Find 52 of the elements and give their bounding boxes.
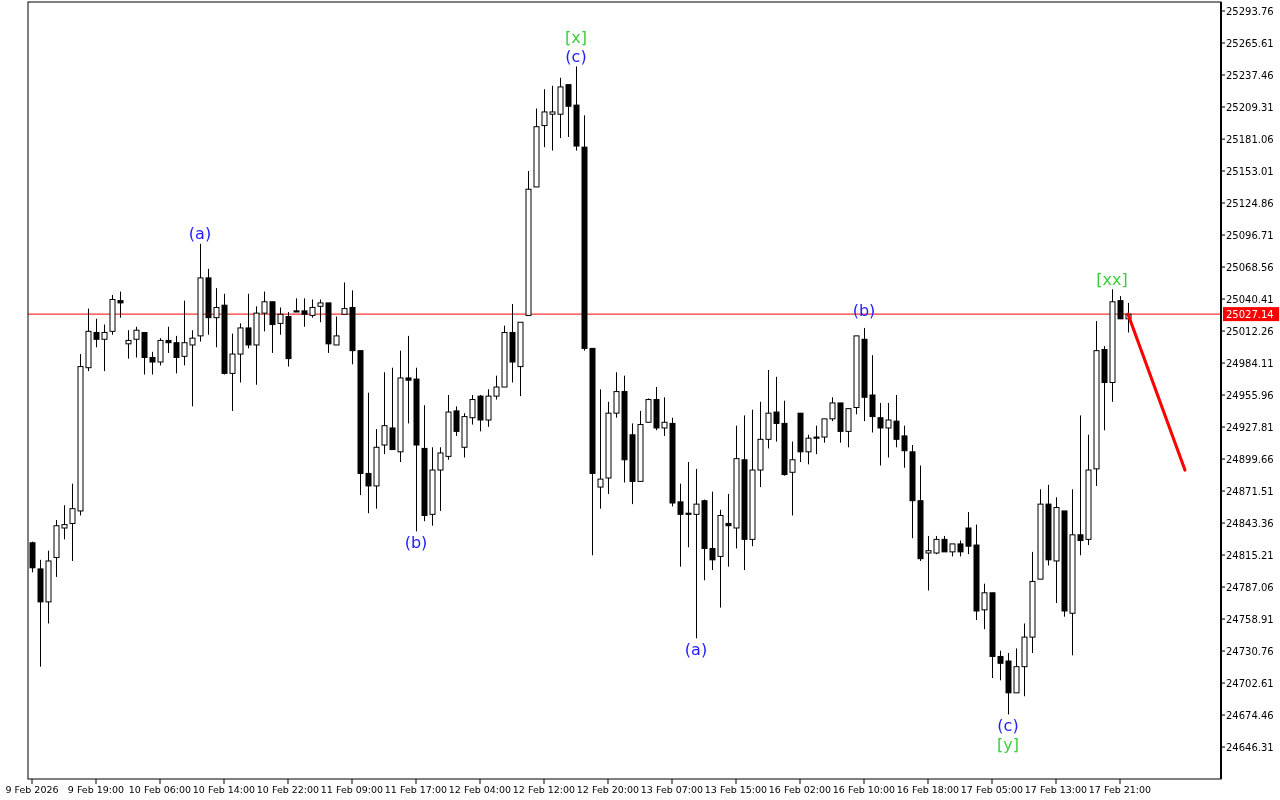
y-tick-label: 24871.51 — [1226, 485, 1274, 497]
annotation: (c) — [565, 47, 587, 67]
x-tick-label: 10 Feb 06:00 — [128, 784, 192, 795]
y-tick-label: 24815.21 — [1226, 549, 1274, 561]
x-tick-label: 12 Feb 20:00 — [576, 784, 640, 795]
y-tick-label: 24646.31 — [1226, 741, 1274, 753]
y-tick-label: 24984.11 — [1226, 357, 1274, 369]
y-tick-label: 24899.66 — [1226, 453, 1274, 465]
x-tick-label: 16 Feb 10:00 — [832, 784, 896, 795]
x-tick-label: 10 Feb 22:00 — [256, 784, 320, 795]
x-tick-label: 12 Feb 12:00 — [512, 784, 576, 795]
y-tick-label: 25124.86 — [1226, 197, 1274, 209]
x-tick-label: 12 Feb 04:00 — [448, 784, 512, 795]
y-tick-label: 24927.81 — [1226, 421, 1274, 433]
x-tick-label: 11 Feb 09:00 — [320, 784, 384, 795]
y-tick-label: 24787.06 — [1226, 581, 1274, 593]
x-tick-label: 11 Feb 17:00 — [384, 784, 448, 795]
y-tick-label: 24955.96 — [1226, 389, 1274, 401]
x-tick-label: 13 Feb 15:00 — [704, 784, 768, 795]
y-tick-label: 25012.26 — [1226, 325, 1274, 337]
y-tick-label: 25181.06 — [1226, 133, 1274, 145]
y-tick-label: 25040.41 — [1226, 293, 1274, 305]
x-tick-label: 17 Feb 21:00 — [1088, 784, 1152, 795]
y-tick-label: 24702.61 — [1226, 677, 1274, 689]
y-tick-label: 24674.46 — [1226, 709, 1274, 721]
y-tick-label: 24843.36 — [1226, 517, 1274, 529]
x-tick-label: 9 Feb 2026 — [5, 784, 59, 795]
annotation: [y] — [997, 735, 1019, 755]
annotation: (a) — [684, 639, 708, 659]
x-tick-label: 9 Feb 19:00 — [67, 784, 125, 795]
y-tick-label: 25153.01 — [1226, 165, 1274, 177]
candlestick — [125, 329, 132, 360]
y-tick-label: 24730.76 — [1226, 645, 1274, 657]
x-tick-label: 16 Feb 18:00 — [896, 784, 960, 795]
y-tick-label: 25265.61 — [1226, 37, 1274, 49]
x-tick-label: 17 Feb 05:00 — [960, 784, 1024, 795]
ref-line-label: 25027.14 — [1226, 308, 1274, 320]
y-tick-label: 25293.76 — [1226, 5, 1274, 17]
y-tick-label: 25068.56 — [1226, 261, 1274, 273]
y-tick-label: 25237.46 — [1226, 69, 1274, 81]
annotation: (a) — [188, 224, 212, 244]
x-tick-label: 10 Feb 14:00 — [192, 784, 256, 795]
y-tick-label: 25096.71 — [1226, 229, 1274, 241]
annotation: [xx] — [1096, 269, 1128, 289]
x-tick-label: 13 Feb 07:00 — [640, 784, 704, 795]
y-tick-label: 25209.31 — [1226, 101, 1274, 113]
x-tick-label: 17 Feb 13:00 — [1024, 784, 1088, 795]
annotation: [x] — [565, 28, 587, 48]
annotation: (c) — [997, 716, 1019, 736]
x-tick-label: 16 Feb 02:00 — [768, 784, 832, 795]
y-tick-label: 24758.91 — [1226, 613, 1274, 625]
annotation: (b) — [404, 533, 428, 553]
